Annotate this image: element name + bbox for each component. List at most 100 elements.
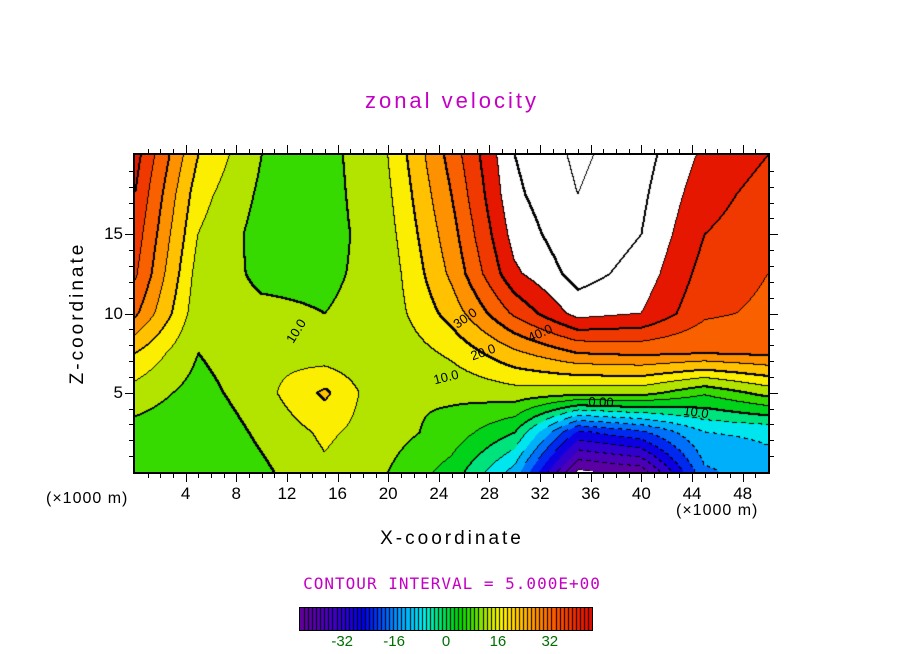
x-tick-label: 20 — [378, 484, 398, 503]
x-tick — [198, 474, 200, 478]
x-tick — [324, 474, 326, 478]
z-tick-right — [770, 234, 778, 236]
z-tick-right — [770, 361, 774, 363]
x-tick — [464, 474, 466, 478]
x-tick — [502, 474, 504, 478]
x-tick — [312, 474, 314, 478]
x-tick-top — [489, 145, 491, 153]
x-tick-top — [666, 149, 668, 153]
z-tick — [129, 202, 133, 204]
z-tick — [129, 440, 133, 442]
x-axis-title: X-coordinate — [380, 528, 524, 549]
x-tick-top — [299, 149, 301, 153]
x-tick-top — [312, 149, 314, 153]
z-tick-right — [770, 297, 774, 299]
x-tick-top — [400, 149, 402, 153]
x-tick — [476, 474, 478, 478]
x-tick-top — [476, 149, 478, 153]
x-tick-top — [337, 145, 339, 153]
x-tick — [172, 474, 174, 478]
z-tick-label: 5 — [113, 382, 123, 402]
x-tick-top — [742, 145, 744, 153]
x-tick-label: 28 — [480, 484, 499, 503]
x-tick — [514, 474, 516, 478]
x-tick-top — [248, 149, 250, 153]
z-tick — [129, 424, 133, 426]
colorbar-tick-label: 0 — [441, 633, 451, 650]
x-tick — [185, 474, 187, 482]
x-axis-unit: (×1000 m) — [676, 502, 759, 519]
z-tick — [129, 361, 133, 363]
x-tick-label: 40 — [631, 484, 651, 503]
z-tick-right — [770, 202, 774, 204]
x-tick-top — [261, 149, 263, 153]
x-tick-top — [654, 149, 656, 153]
x-tick — [489, 474, 491, 482]
x-tick — [552, 474, 554, 478]
x-tick-top — [578, 149, 580, 153]
x-tick — [236, 474, 238, 482]
x-tick — [654, 474, 656, 478]
z-tick-right — [770, 376, 774, 378]
x-tick — [717, 474, 719, 478]
z-tick — [129, 456, 133, 458]
x-tick — [451, 474, 453, 478]
x-tick-top — [223, 149, 225, 153]
x-tick-top — [274, 149, 276, 153]
x-tick-top — [172, 149, 174, 153]
x-tick-top — [198, 149, 200, 153]
x-tick — [578, 474, 580, 478]
z-tick-right — [770, 250, 774, 252]
colorbar-tick-label: -16 — [383, 633, 405, 650]
z-tick-right — [770, 345, 774, 347]
x-tick-label: 4 — [180, 484, 191, 503]
x-tick-top — [375, 149, 377, 153]
z-tick-right — [770, 170, 774, 172]
y-axis-unit: (×1000 m) — [46, 490, 129, 507]
z-tick — [129, 297, 133, 299]
x-tick-label: 36 — [581, 484, 601, 503]
x-tick — [603, 474, 605, 478]
x-tick-top — [502, 149, 504, 153]
contour-label: 0.00 — [587, 394, 614, 411]
x-tick — [438, 474, 440, 482]
z-tick — [129, 345, 133, 347]
x-tick — [375, 474, 377, 478]
x-tick-top — [540, 145, 542, 153]
x-tick — [426, 474, 428, 478]
colorbar-tick-label: 32 — [541, 633, 559, 650]
x-tick-top — [286, 145, 288, 153]
x-tick — [692, 474, 694, 482]
z-tick — [129, 265, 133, 267]
plot-area: 4 8 12 16 20 24 28 32 36 40 44 48 5 10 15 10.0 30.0 40.0 2… — [104, 145, 778, 503]
x-tick-top — [514, 149, 516, 153]
x-tick-top — [527, 149, 529, 153]
x-tick — [413, 474, 415, 478]
z-tick — [129, 218, 133, 220]
x-tick — [540, 474, 542, 482]
x-tick — [666, 474, 668, 478]
x-tick-top — [413, 149, 415, 153]
chart-title: zonal velocity — [364, 88, 540, 113]
x-tick-top — [565, 149, 567, 153]
x-tick-top — [464, 149, 466, 153]
x-tick — [755, 474, 757, 478]
z-tick — [129, 170, 133, 172]
x-tick — [641, 474, 643, 482]
contour-label: 10.0 — [682, 402, 710, 421]
z-tick — [125, 392, 133, 394]
z-tick-label: 15 — [104, 224, 123, 244]
x-tick — [261, 474, 263, 478]
z-tick — [129, 329, 133, 331]
x-tick-top — [552, 149, 554, 153]
x-tick — [286, 474, 288, 482]
x-tick — [210, 474, 212, 478]
x-tick-top — [590, 145, 592, 153]
x-tick-top — [236, 145, 238, 153]
z-tick-right — [770, 281, 774, 283]
z-tick-right — [770, 392, 778, 394]
x-tick-top — [704, 149, 706, 153]
x-tick — [400, 474, 402, 478]
z-tick-right — [770, 456, 774, 458]
x-tick-top — [616, 149, 618, 153]
